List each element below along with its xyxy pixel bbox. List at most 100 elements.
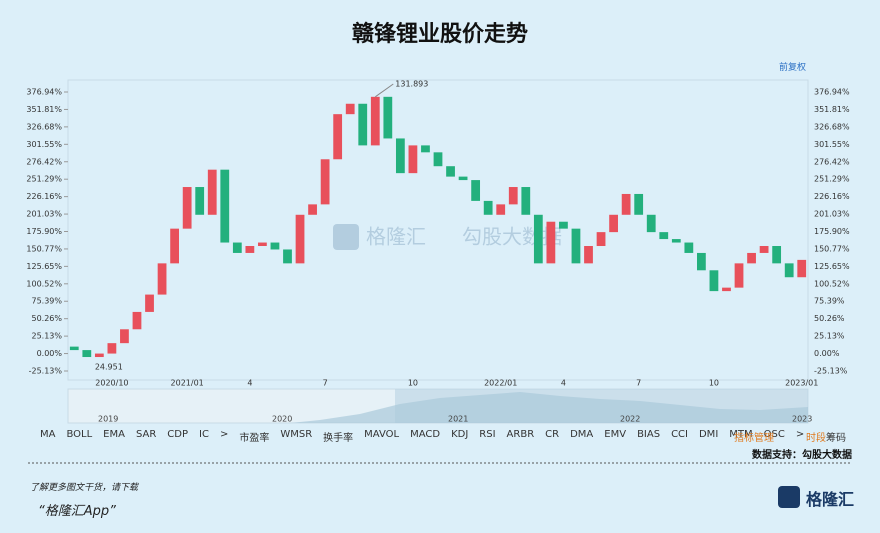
candle: [182, 187, 192, 229]
candle: [132, 311, 142, 330]
candle: [320, 159, 330, 205]
candle: [383, 96, 393, 139]
candle: [571, 228, 581, 264]
navigator-label: 2019: [98, 415, 118, 424]
indicator[interactable]: EMV: [604, 429, 627, 440]
indicator[interactable]: CR: [545, 429, 560, 440]
indicator[interactable]: MA: [40, 429, 56, 440]
indicator[interactable]: BIAS: [637, 429, 661, 440]
candle: [772, 246, 782, 264]
indicator[interactable]: KDJ: [451, 429, 469, 440]
indicator[interactable]: ARBR: [506, 429, 535, 440]
candle: [295, 214, 305, 264]
candle: [145, 294, 154, 312]
y2-tick-label: 201.03%: [814, 210, 850, 219]
candle: [270, 242, 280, 250]
candle: [584, 246, 593, 264]
indicator-manage[interactable]: 指标管理: [734, 433, 774, 444]
y-tick-label: 251.29%: [26, 175, 62, 184]
indicator[interactable]: DMI: [698, 429, 719, 440]
candle: [345, 103, 355, 115]
candle: [94, 353, 104, 358]
candle: [659, 232, 669, 240]
indicator[interactable]: MTM: [729, 429, 753, 440]
candle: [621, 193, 631, 215]
indicator[interactable]: >: [219, 429, 229, 440]
indicator[interactable]: DMA: [570, 429, 594, 440]
y-tick-label: 276.42%: [26, 157, 62, 166]
candle: [395, 138, 405, 174]
y-tick-label: 150.77%: [26, 244, 62, 253]
candle: [508, 187, 518, 205]
watermark-brand: 格隆汇: [366, 225, 426, 249]
y-tick-label: 75.39%: [31, 297, 62, 306]
candle: [671, 239, 681, 243]
annotation: 131.893: [395, 80, 428, 89]
candle: [232, 242, 242, 253]
candle: [207, 169, 217, 215]
indicator[interactable]: OSC: [763, 429, 785, 440]
y2-tick-label: 100.52%: [814, 279, 850, 288]
candle: [734, 263, 744, 288]
y2-tick-label: 276.42%: [814, 157, 850, 166]
candle: [684, 242, 694, 253]
x-tick-label: 2022/01: [484, 379, 517, 388]
candle: [697, 252, 706, 271]
y2-tick-label: 50.26%: [814, 314, 845, 323]
candle: [283, 249, 292, 264]
x-tick-label: 4: [247, 379, 252, 388]
indicator[interactable]: MACD: [410, 429, 441, 440]
indicator[interactable]: 市盈率: [239, 433, 270, 444]
indicator[interactable]: SAR: [135, 429, 157, 440]
annotation-leader: [374, 83, 394, 98]
source: 数据支持：勾股大数据: [752, 450, 852, 461]
candle: [107, 343, 117, 354]
candle: [245, 246, 255, 253]
y2-tick-label: 326.68%: [814, 122, 850, 131]
y-tick-label: 50.26%: [31, 314, 62, 323]
candle: [496, 204, 506, 215]
navigator-area: [290, 392, 808, 423]
footer-app: “格隆汇App”: [38, 504, 116, 519]
candle: [433, 152, 443, 167]
indicator[interactable]: 换手率: [323, 433, 354, 444]
footer-prompt: 了解更多图文干货，请下载: [30, 483, 139, 493]
watermark: 格隆汇 勾股大数据: [333, 224, 562, 250]
y2-tick-label: 150.77%: [814, 244, 850, 253]
footer-logo: 格隆汇: [806, 490, 855, 509]
y-tick-label: -25.13%: [29, 367, 63, 376]
candle: [195, 187, 205, 215]
y2-tick-label: 301.55%: [814, 140, 850, 149]
indicator[interactable]: BOLL: [66, 429, 93, 440]
navigator-label: 2020: [272, 415, 292, 424]
indicator[interactable]: MAVOL: [364, 429, 400, 440]
indicator[interactable]: CDP: [167, 429, 189, 440]
y2-tick-label: 226.16%: [814, 192, 850, 201]
indicator[interactable]: RSI: [479, 429, 496, 440]
indicator[interactable]: CCI: [671, 429, 688, 440]
annotation: 24.951: [95, 363, 123, 372]
period-button[interactable]: 时段: [806, 433, 826, 444]
y2-tick-label: 75.39%: [814, 297, 845, 306]
candle: [170, 228, 179, 264]
indicator[interactable]: IC: [199, 429, 209, 440]
indicator[interactable]: EMA: [103, 429, 125, 440]
adjust-button[interactable]: 前复权: [779, 63, 807, 73]
candle: [559, 221, 568, 229]
chips-button[interactable]: 筹码: [826, 433, 846, 444]
navigator-label: 2021: [448, 415, 468, 424]
x-tick-label: 4: [561, 379, 566, 388]
y-tick-label: 0.00%: [37, 349, 63, 358]
indicator[interactable]: >: [795, 429, 805, 440]
candle: [646, 214, 656, 233]
candle: [747, 252, 756, 264]
y-tick-label: 301.55%: [26, 140, 62, 149]
footer-logo-icon: [778, 486, 800, 508]
candle: [609, 214, 618, 233]
y2-tick-label: -25.13%: [814, 367, 848, 376]
y2-tick-label: 376.94%: [814, 88, 850, 97]
indicator[interactable]: WMSR: [280, 429, 313, 440]
y2-tick-label: 351.81%: [814, 105, 850, 114]
